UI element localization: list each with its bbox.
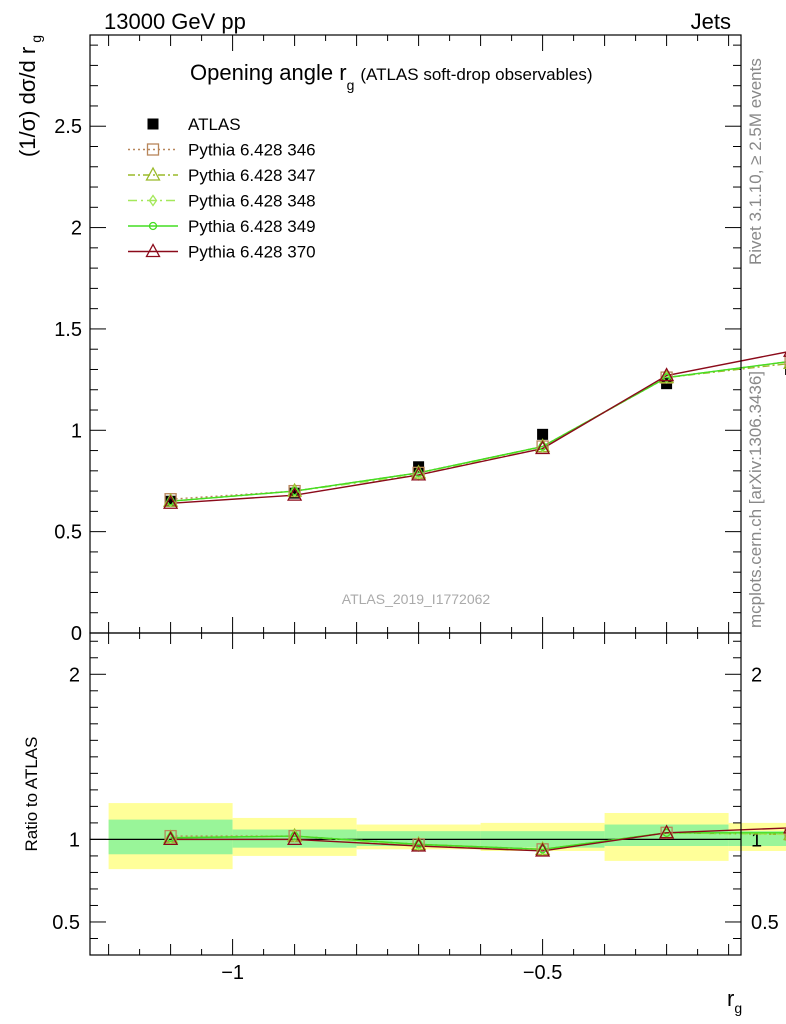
data-point <box>784 355 786 368</box>
ratio-y-tick-label-right: 2 <box>751 664 762 686</box>
ratio-point <box>411 837 427 852</box>
y-axis-label: (1/σ) dσ/d rg <box>15 35 44 157</box>
series-line <box>170 363 786 502</box>
data-point <box>659 367 675 382</box>
header-right: Jets <box>691 9 731 34</box>
y-tick-label: 2.5 <box>54 116 82 138</box>
ratio-y-axis-label: Ratio to ATLAS <box>22 737 41 852</box>
data-point <box>165 495 177 507</box>
series-line <box>170 361 786 502</box>
y-tick-label: 1.5 <box>54 319 82 341</box>
ratio-y-tick-label: 1 <box>69 829 80 851</box>
data-point <box>287 486 303 501</box>
ratio-point <box>784 828 786 841</box>
x-tick-label: −1 <box>221 962 244 984</box>
ratio-point <box>290 829 299 843</box>
data-point <box>166 497 175 506</box>
ratio-series-line <box>170 827 786 852</box>
legend-marker <box>148 221 158 231</box>
y-tick-label: 2 <box>71 218 82 240</box>
legend-label: ATLAS <box>188 115 241 134</box>
ratio-series-line <box>170 832 786 851</box>
main-title: Opening angle rg(ATLAS soft-drop observa… <box>190 60 592 93</box>
data-point <box>290 484 299 498</box>
legend-marker <box>146 143 160 156</box>
legend-marker <box>145 166 161 181</box>
data-point <box>414 468 423 478</box>
ratio-y-tick-label: 2 <box>69 664 80 686</box>
series-line <box>170 351 786 504</box>
legend-marker <box>148 194 158 207</box>
main-panel: 0 0.5 1 1.5 2 2.5 Opening angle rg(ATLAS soft… <box>15 34 786 645</box>
ratio-point <box>287 831 303 846</box>
legend-label: Pythia 6.428 347 <box>188 166 316 185</box>
data-point <box>662 371 671 384</box>
analysis-watermark: ATLAS_2019_I1772062 <box>342 591 491 607</box>
data-point <box>538 442 547 451</box>
series-line <box>170 361 786 502</box>
y-tick-label: 0.5 <box>54 522 82 544</box>
x-axis-label: rg <box>727 986 742 1016</box>
legend-marker <box>145 243 161 258</box>
ratio-panel: 0.5 0.5 1 1 2 2 −1 −0.5 Ratio to ATLAS rg <box>22 632 786 1016</box>
data-point <box>411 466 427 481</box>
ratio-point <box>659 824 675 839</box>
series-line <box>170 361 786 500</box>
mcplots-reference-label: mcplots.cern.ch [arXiv:1306.3436] <box>746 371 765 628</box>
legend-label: Pythia 6.428 349 <box>188 217 316 236</box>
legend: ATLAS Pythia 6.428 346 Pythia 6.428 347 Pyt… <box>128 115 316 262</box>
y-tick-label: 0 <box>71 623 82 645</box>
legend-label: Pythia 6.428 346 <box>188 141 316 160</box>
data-point <box>289 487 301 499</box>
data-point <box>163 494 179 509</box>
ratio-frame <box>89 632 742 956</box>
legend-label: Pythia 6.428 370 <box>188 243 316 262</box>
data-point <box>535 440 551 455</box>
rivet-version-label: Rivet 3.1.10, ≥ 2.5M events <box>746 58 765 265</box>
header-left: 13000 GeV pp <box>104 9 246 34</box>
legend-marker <box>147 118 159 130</box>
uncertainty-band-inner <box>604 824 729 847</box>
x-tick-label: −0.5 <box>523 962 562 984</box>
ratio-point <box>163 831 179 846</box>
ratio-y-tick-label: 0.5 <box>52 912 80 934</box>
ratio-y-tick-label-right: 0.5 <box>751 912 779 934</box>
y-tick-label: 1 <box>71 420 82 442</box>
legend-label: Pythia 6.428 348 <box>188 192 316 211</box>
ratio-y-tick-label-right: 1 <box>751 829 762 851</box>
uncertainty-band-inner <box>232 829 357 848</box>
ratio-point <box>535 842 551 857</box>
data-point <box>537 428 549 440</box>
